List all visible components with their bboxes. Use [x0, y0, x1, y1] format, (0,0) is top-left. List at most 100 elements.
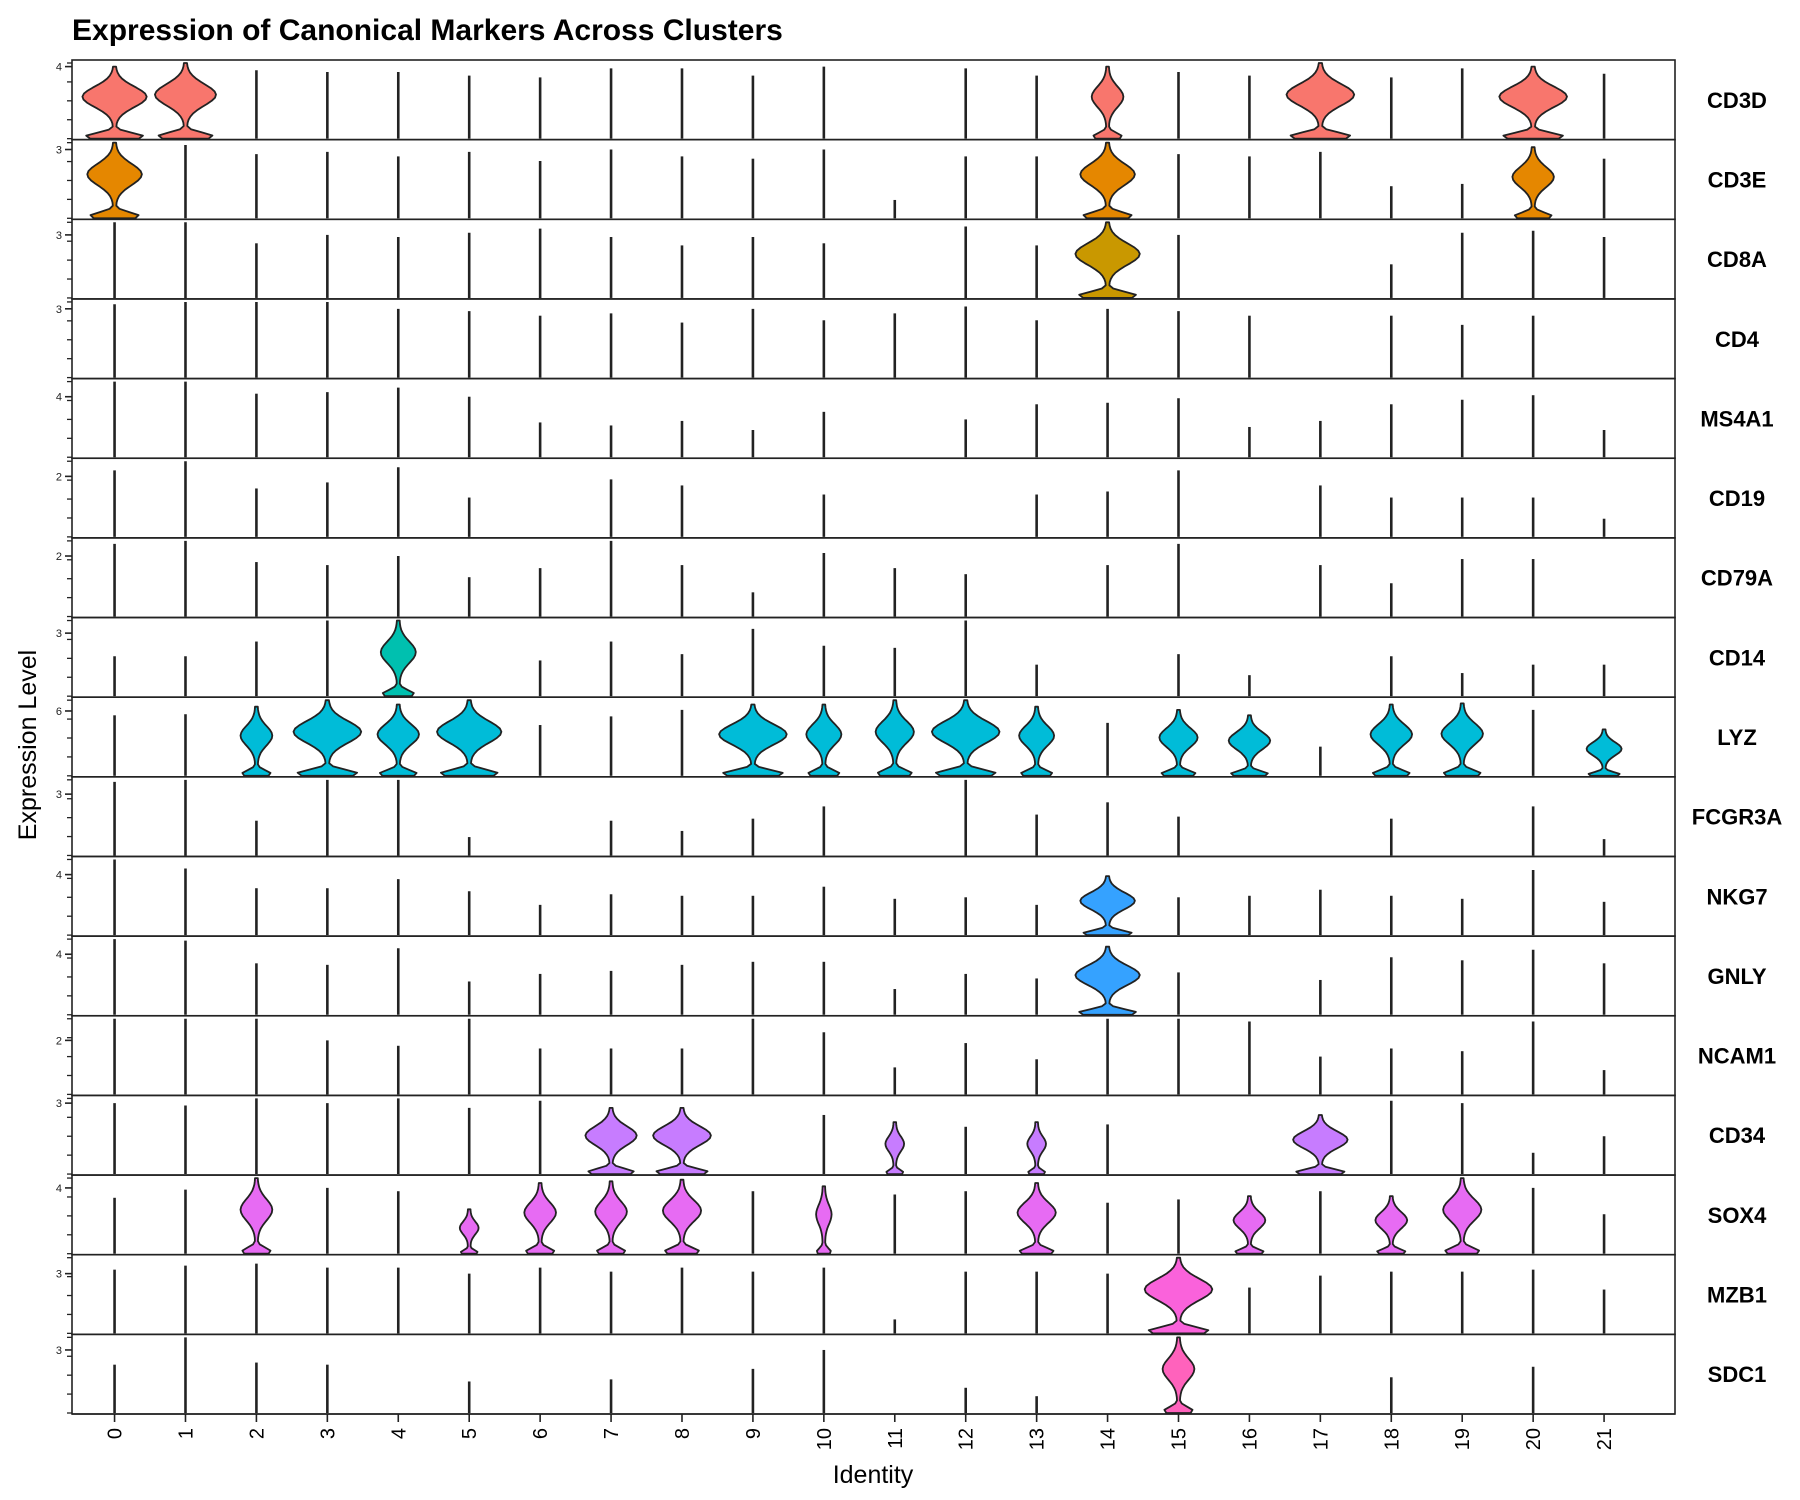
panel-border	[71, 537, 1676, 619]
x-tick-label-18: 18	[1381, 1428, 1403, 1450]
panel-cd14: 3 CD14	[56, 616, 1766, 698]
x-tick-label-12: 12	[956, 1428, 978, 1450]
gene-label-gnly: GNLY	[1707, 964, 1766, 989]
y-tick-label: 3	[56, 230, 62, 242]
panel-border	[71, 1014, 1676, 1097]
y-tick-label: 3	[56, 145, 62, 157]
y-tick-label: 3	[56, 1098, 62, 1110]
x-tick-label-14: 14	[1098, 1428, 1120, 1450]
violin-sox4-c7	[594, 1180, 628, 1255]
panel-sox4: 4 SOX4	[56, 1174, 1767, 1256]
violin-lyz-c15	[1158, 709, 1199, 777]
panel-ms4a1: 4 MS4A1	[56, 377, 1774, 460]
x-tick-label-16: 16	[1239, 1428, 1261, 1450]
x-axis: 0 1 2 3 4 5 6 7 8 9 10 11 12 13 14 15 16 17 18 19 20 21	[72, 1413, 1675, 1450]
x-tick-label-1: 1	[175, 1428, 197, 1439]
violin-lyz-c13	[1018, 705, 1055, 777]
violin-lyz-c18	[1369, 703, 1413, 777]
panel-gnly: 4 GNLY	[56, 935, 1767, 1017]
x-tick-label-19: 19	[1452, 1428, 1474, 1450]
panel-mzb1: 3 MZB1	[56, 1253, 1767, 1336]
violin-sox4-c5	[458, 1208, 480, 1255]
y-tick-label: 4	[56, 1183, 62, 1195]
violin-cd3e-c0	[86, 141, 143, 220]
gene-label-fcgr3a: FCGR3A	[1692, 805, 1783, 830]
x-tick-label-4: 4	[388, 1428, 410, 1439]
violin-sox4-c16	[1232, 1195, 1267, 1255]
y-tick-label: 3	[56, 628, 62, 640]
violin-cd3d-c1	[154, 62, 217, 140]
gene-label-ncam1: NCAM1	[1698, 1044, 1776, 1069]
panel-stack: 4 CD3D 3 CD3E 3 CD8A 3 CD4 4 MS4A1 2 CD19 2 CD79A 3 CD1…	[56, 59, 1783, 1415]
gene-label-cd8a: CD8A	[1707, 247, 1767, 272]
violin-sox4-c6	[523, 1182, 557, 1255]
violin-lyz-c4	[376, 703, 420, 777]
panel-nkg7: 4 NKG7	[56, 855, 1768, 937]
x-tick-label-6: 6	[530, 1428, 552, 1439]
panel-border	[71, 457, 1676, 539]
violin-cd3d-c0	[81, 65, 148, 140]
violin-sox4-c10	[815, 1185, 833, 1255]
gene-label-lyz: LYZ	[1717, 725, 1757, 750]
panel-border	[71, 935, 1676, 1017]
violin-lyz-c2	[239, 705, 274, 777]
violin-cd3d-c14	[1090, 65, 1125, 140]
y-axis-title: Expression Level	[14, 650, 42, 840]
x-tick-label-17: 17	[1310, 1428, 1332, 1450]
gene-label-ms4a1: MS4A1	[1700, 406, 1773, 431]
panel-border	[71, 855, 1676, 937]
gene-label-cd4: CD4	[1715, 327, 1760, 352]
y-tick-label: 4	[56, 392, 62, 404]
violin-lyz-c3	[292, 699, 363, 777]
violin-lyz-c19	[1440, 702, 1484, 777]
panel-border	[71, 1174, 1676, 1256]
gene-label-cd79a: CD79A	[1701, 566, 1773, 591]
panel-border	[71, 138, 1676, 221]
x-tick-label-5: 5	[459, 1428, 481, 1439]
panel-lyz: 6 LYZ	[56, 696, 1757, 778]
violin-gnly-c14	[1074, 945, 1141, 1016]
y-tick-label: 4	[56, 870, 62, 882]
violin-cd3d-c20	[1498, 65, 1568, 140]
y-tick-label: 3	[56, 1345, 62, 1357]
violin-lyz-c16	[1227, 714, 1272, 777]
violin-lyz-c10	[805, 703, 843, 777]
panel-ncam1: 2 NCAM1	[56, 1014, 1776, 1097]
y-tick-label: 2	[56, 471, 62, 483]
panel-border	[71, 776, 1676, 858]
panel-border	[71, 1253, 1676, 1336]
chart-title: Expression of Canonical Markers Across C…	[72, 14, 783, 47]
violin-lyz-c5	[436, 699, 503, 777]
panel-fcgr3a: 3 FCGR3A	[56, 776, 1783, 858]
violin-lyz-c12	[931, 699, 1001, 777]
violin-cd14-c4	[379, 619, 417, 698]
gene-label-sox4: SOX4	[1708, 1203, 1767, 1228]
x-tick-label-2: 2	[246, 1428, 268, 1439]
x-tick-label-10: 10	[814, 1428, 836, 1450]
y-tick-label: 4	[56, 62, 62, 74]
panel-cd8a: 3 CD8A	[56, 218, 1767, 300]
y-tick-label: 2	[56, 551, 62, 563]
gene-label-sdc1: SDC1	[1708, 1362, 1767, 1387]
violin-cd3e-c14	[1079, 141, 1136, 220]
gene-label-cd14: CD14	[1709, 645, 1766, 670]
panel-border	[71, 218, 1676, 300]
violin-sox4-c8	[662, 1178, 702, 1255]
x-axis-title: Identity	[833, 1461, 914, 1489]
panel-sdc1: 3 SDC1	[56, 1333, 1767, 1415]
violin-cd8a-c14	[1074, 221, 1141, 299]
gene-label-cd3e: CD3E	[1708, 167, 1767, 192]
panel-cd3d: 4 CD3D	[56, 59, 1767, 141]
violin-mzb1-c15	[1143, 1256, 1214, 1335]
violin-cd34-c11	[884, 1121, 905, 1175]
y-tick-label: 2	[56, 1035, 62, 1047]
x-tick-label-13: 13	[1027, 1428, 1049, 1450]
violin-sox4-c13	[1016, 1182, 1057, 1255]
violin-sox4-c19	[1442, 1177, 1483, 1255]
gene-label-nkg7: NKG7	[1706, 884, 1767, 909]
y-tick-label: 3	[56, 1269, 62, 1281]
y-tick-label: 3	[56, 789, 62, 801]
violin-lyz-c21	[1585, 728, 1623, 777]
panel-cd4: 3 CD4	[56, 298, 1760, 380]
gene-label-cd34: CD34	[1709, 1123, 1766, 1148]
